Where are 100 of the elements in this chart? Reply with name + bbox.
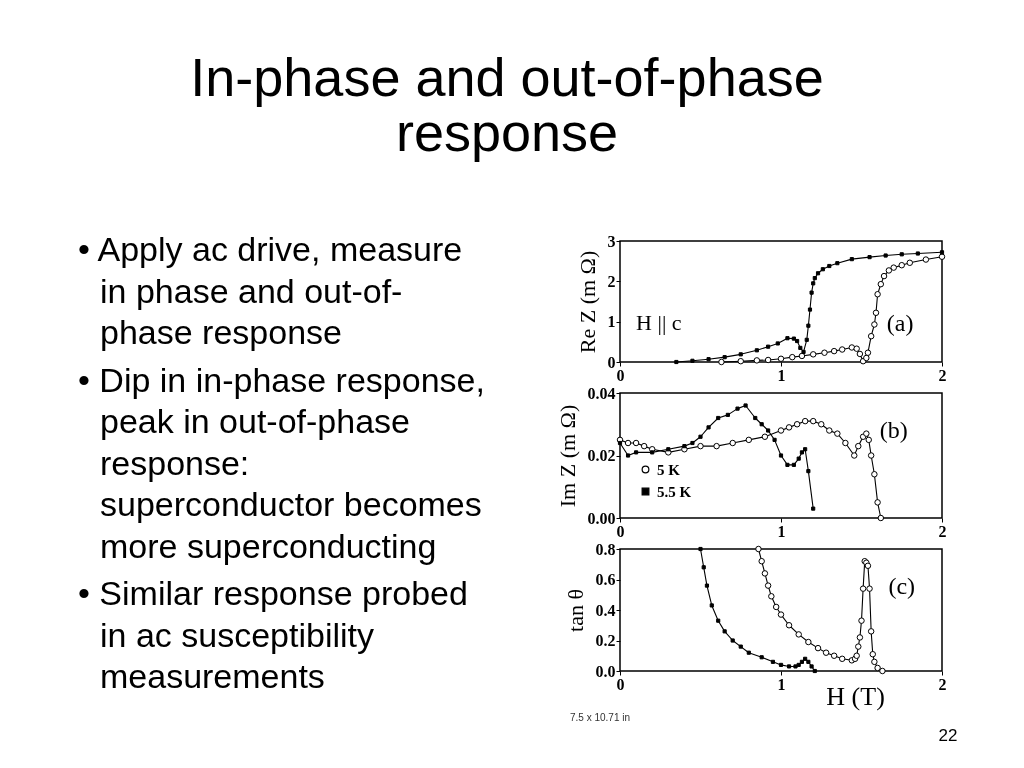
point xyxy=(830,347,838,355)
text: • Similar response probed in ac susceptibility measurements xyxy=(78,574,468,695)
point xyxy=(856,350,864,358)
point xyxy=(820,267,825,272)
annotation: (a) xyxy=(886,310,914,337)
point xyxy=(874,499,881,506)
point xyxy=(690,440,695,446)
point xyxy=(871,471,878,478)
legend-label: 5.5 K xyxy=(657,483,692,500)
point xyxy=(806,323,811,328)
y-axis-title: Re Z (m Ω) xyxy=(574,250,600,354)
y-tick-label: 0.8 xyxy=(595,540,616,558)
point xyxy=(849,257,854,262)
point xyxy=(766,344,771,349)
point xyxy=(890,264,897,271)
point xyxy=(737,357,744,365)
point xyxy=(674,359,679,365)
x-tick-label: 1 xyxy=(777,675,786,693)
point xyxy=(830,652,838,659)
point xyxy=(867,332,875,340)
point xyxy=(885,267,893,274)
text: 22 xyxy=(938,726,958,745)
point xyxy=(785,336,790,341)
point xyxy=(834,430,841,437)
point xyxy=(812,668,817,674)
point xyxy=(704,583,710,588)
y-tick-label: 0.02 xyxy=(587,447,616,464)
point xyxy=(835,261,840,266)
point xyxy=(883,253,888,258)
point xyxy=(665,449,672,456)
y-tick-label: 3 xyxy=(607,232,616,250)
point xyxy=(877,514,885,522)
point xyxy=(755,545,762,553)
point xyxy=(730,638,735,643)
point xyxy=(842,439,849,447)
point xyxy=(799,450,805,455)
point xyxy=(809,290,814,295)
point xyxy=(753,357,761,364)
point xyxy=(858,617,865,624)
y-tick-label: 2 xyxy=(607,272,616,290)
point xyxy=(809,351,817,358)
point xyxy=(738,644,743,649)
point xyxy=(746,650,751,655)
annotation: (b) xyxy=(879,416,908,443)
y-tick-label: 0.2 xyxy=(595,632,616,649)
point xyxy=(855,643,862,650)
point xyxy=(785,424,793,431)
point xyxy=(716,618,721,623)
point xyxy=(738,352,743,357)
point xyxy=(922,256,930,263)
point xyxy=(851,452,858,459)
point xyxy=(624,439,632,447)
point xyxy=(811,506,816,511)
point xyxy=(799,659,805,664)
point xyxy=(874,664,881,672)
point xyxy=(880,272,888,280)
point xyxy=(811,281,816,286)
point xyxy=(777,427,785,434)
point xyxy=(698,546,703,552)
text: • Apply ac drive, measure in phase and out-of-phase response xyxy=(78,230,463,351)
y-tick-label: 0.04 xyxy=(587,384,616,402)
x-axis-title: H (T) xyxy=(826,681,885,711)
point xyxy=(778,453,784,458)
point xyxy=(722,355,727,360)
point xyxy=(690,358,695,363)
point xyxy=(775,341,780,346)
point xyxy=(863,354,870,362)
point xyxy=(766,428,771,433)
point xyxy=(785,622,793,629)
point xyxy=(789,353,796,361)
point xyxy=(745,436,753,444)
point xyxy=(859,585,867,592)
point xyxy=(761,433,769,440)
x-tick-label: 2 xyxy=(938,366,947,384)
point xyxy=(735,406,740,411)
point xyxy=(822,649,830,656)
point xyxy=(938,253,946,260)
point xyxy=(795,631,802,638)
point xyxy=(898,261,905,269)
point xyxy=(809,417,817,425)
point xyxy=(770,659,776,664)
point xyxy=(798,345,803,350)
point xyxy=(772,603,780,611)
point xyxy=(826,427,833,434)
point xyxy=(706,425,711,430)
point xyxy=(867,255,872,260)
text: 7.5 x 10.71 in xyxy=(570,712,631,723)
point xyxy=(666,447,671,452)
point xyxy=(821,349,828,356)
point xyxy=(697,442,704,450)
point xyxy=(872,309,880,317)
point xyxy=(939,250,945,255)
point xyxy=(617,440,623,446)
point xyxy=(867,452,875,459)
point xyxy=(777,611,785,618)
point xyxy=(803,447,808,452)
x-tick-label: 1 xyxy=(777,522,786,540)
point xyxy=(764,582,772,589)
x-tick-label: 2 xyxy=(938,675,947,693)
point xyxy=(761,570,769,577)
